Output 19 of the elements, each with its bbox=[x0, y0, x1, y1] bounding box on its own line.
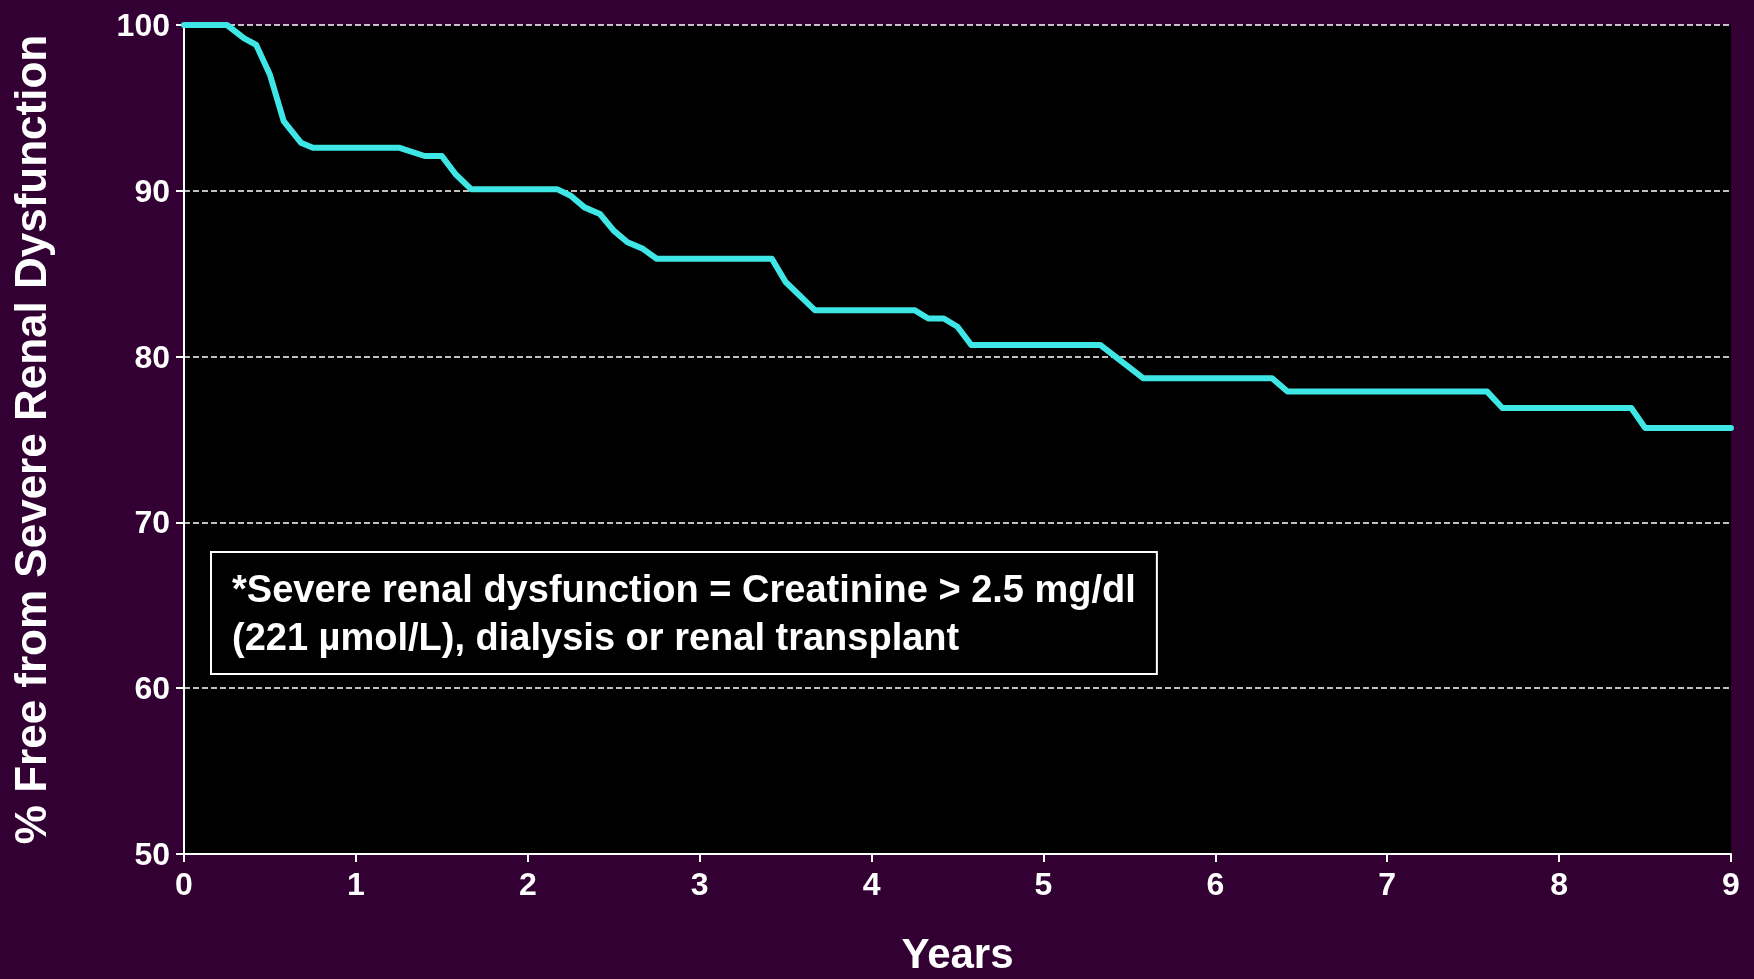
x-tick-label: 4 bbox=[862, 866, 881, 902]
x-tick-label: 2 bbox=[518, 866, 537, 902]
x-axis-title: Years bbox=[901, 929, 1014, 977]
x-tick-label: 1 bbox=[346, 866, 365, 902]
x-tick-label: 7 bbox=[1378, 866, 1397, 902]
y-axis-title: % Free from Severe Renal Dysfunction bbox=[5, 34, 55, 845]
y-tick-label: 80 bbox=[134, 338, 170, 375]
x-tick-label: 3 bbox=[690, 866, 709, 902]
y-tick-label: 60 bbox=[134, 670, 170, 707]
x-tick-label: 6 bbox=[1206, 866, 1225, 902]
annotation: *Severe renal dysfunction = Creatinine > 2.5 mg/dl (221 µmol/L), dialysis or renal transplant bbox=[232, 568, 1136, 658]
y-tick-label: 90 bbox=[134, 172, 170, 209]
y-tick-label: 70 bbox=[134, 504, 170, 541]
y-tick-label: 100 bbox=[116, 7, 170, 43]
x-tick-label: 9 bbox=[1722, 866, 1740, 902]
x-tick-label: 5 bbox=[1034, 866, 1053, 902]
x-tick-label: 0 bbox=[175, 866, 193, 902]
y-tick-label: 50 bbox=[134, 836, 170, 872]
x-tick-label: 8 bbox=[1550, 866, 1569, 902]
